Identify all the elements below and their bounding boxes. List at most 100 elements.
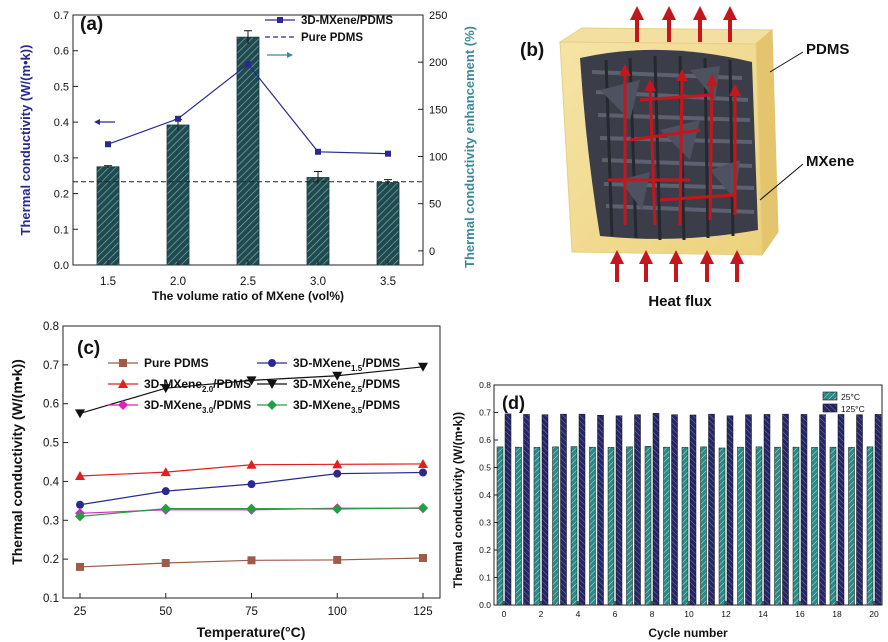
panel-a-y-tick-label: 0.2 xyxy=(54,189,69,201)
panel-c-legend-label-subscript: 2.0 xyxy=(202,385,214,394)
panel-c-data-point xyxy=(76,562,84,571)
panel-d-bar-125c xyxy=(800,414,808,606)
mxene-callout-line xyxy=(759,163,804,201)
panel-c-legend-marker xyxy=(267,380,277,389)
panel-d-bar-125c xyxy=(578,413,586,606)
panel-d-bar-125c xyxy=(523,414,530,606)
panel-d-y-tick-label: 0.2 xyxy=(479,545,491,555)
panel-c-y-tick-label: 0.7 xyxy=(43,360,59,372)
panel-d-x-axis-title: Cycle number xyxy=(648,626,728,640)
panel-a-enhancement-point xyxy=(105,141,111,148)
panel-c-legend-label-subscript: 3.5 xyxy=(351,406,363,415)
panel-d-legend-swatch-2 xyxy=(822,403,838,413)
panel-c-data-point xyxy=(418,362,428,372)
panel-c-legend-label: Pure PDMS xyxy=(144,356,209,370)
panel-c-legend-label-suffix: /PDMS xyxy=(213,377,251,391)
panel-d-x-tick-label: 18 xyxy=(832,609,842,619)
panel-a-legend-label-1: 3D-MXene/PDMS xyxy=(301,15,393,27)
panel-a-x-tick-label: 3.0 xyxy=(310,276,326,288)
panel-d-y-tick-label: 0.6 xyxy=(479,435,491,445)
panel-a-y-tick-label: 0.1 xyxy=(54,224,69,236)
panel-d-y-tick-label: 0.0 xyxy=(479,600,491,610)
panel-d-x-tick-label: 14 xyxy=(758,609,768,619)
panel-c-data-point xyxy=(332,371,343,381)
panel-d-x-tick-label: 0 xyxy=(502,609,507,619)
panel-d-bar-125c xyxy=(874,414,882,606)
panel-d-y-tick-label: 0.4 xyxy=(479,490,491,500)
pdms-callout-line xyxy=(769,51,804,73)
panel-d-x-tick-label: 16 xyxy=(795,609,805,619)
panel-c-legend-label-text: 3D-MXene xyxy=(144,398,202,412)
panel-c-data-point xyxy=(75,470,85,480)
panel-c-data-point xyxy=(160,503,171,514)
panel-a-x-tick-label: 3.5 xyxy=(380,276,396,288)
panel-d-bar-125c xyxy=(819,414,826,606)
panel-d-x-tick-label: 2 xyxy=(539,609,544,619)
panel-d-x-tick-label: 20 xyxy=(869,609,879,619)
heat-flux-out-arrows xyxy=(630,6,737,42)
panel-a-x-tick-label: 2.5 xyxy=(240,276,256,288)
panel-d-bar-25c xyxy=(866,446,874,606)
panel-d-bar-25c xyxy=(644,446,652,606)
panel-d-bar-25c xyxy=(533,447,541,606)
panel-c-x-tick-label: 25 xyxy=(74,606,87,618)
panel-a: (a) 0.0 0.1 0.2 0.3 0.4 0.5 0.6 0.7 0 50 100 150 200… xyxy=(18,10,477,303)
panel-a-bar xyxy=(236,36,260,266)
panel-a-legend-marker xyxy=(277,17,283,23)
panel-d-x-tick-label: 4 xyxy=(576,609,581,619)
panel-d-bar-25c xyxy=(848,447,855,606)
panel-d-legend-swatch-1 xyxy=(822,391,838,401)
panel-c-data-point xyxy=(418,502,428,513)
panel-a-label: (a) xyxy=(80,14,103,35)
panel-d-x-tick-label: 10 xyxy=(684,609,694,619)
panel-c-data-point xyxy=(160,384,171,394)
heat-flux-in-arrows xyxy=(610,250,744,282)
panel-c-x-tick-label: 125 xyxy=(413,606,432,618)
panel-d-bar-25c xyxy=(700,446,707,606)
panel-a-enhancement-point xyxy=(245,61,251,68)
panel-d-bar-25c xyxy=(607,447,615,606)
panel-d-bar-25c xyxy=(552,446,559,606)
panel-c: (c) 0.1 0.2 0.3 0.4 0.5 0.6 0.7 0.8 25 50 75 100 125… xyxy=(9,321,441,640)
panel-c-y-tick-label: 0.4 xyxy=(43,476,60,488)
panel-a-y-axis-title: Thermal conductivity (W/(m•k)) xyxy=(18,45,33,236)
panel-c-x-axis-title: Temperature(°C) xyxy=(197,624,306,640)
panel-c-data-point xyxy=(419,468,427,477)
panel-c-legend-marker xyxy=(268,359,276,367)
panel-c-y-tick-label: 0.3 xyxy=(43,515,59,527)
panel-d-bar-125c xyxy=(745,414,752,606)
panel-c-data-point xyxy=(332,459,343,469)
panel-d-bar-25c xyxy=(718,447,726,606)
panel-c-legend-label-subscript: 2.5 xyxy=(351,385,363,394)
panel-d-bar-25c xyxy=(829,446,837,606)
panel-c-data-point xyxy=(247,556,256,565)
panel-c-data-point xyxy=(333,555,342,564)
panel-d-bar-125c xyxy=(671,414,678,606)
panel-d-bar-125c xyxy=(652,413,660,606)
mxene-scaffold xyxy=(580,49,758,241)
panel-d-x-tick-label: 12 xyxy=(721,609,731,619)
panel-d-bar-25c xyxy=(570,446,578,606)
panel-d-bar-125c xyxy=(541,414,549,606)
panel-a-x-tick-label: 1.5 xyxy=(100,276,116,288)
panel-d-bar-125c xyxy=(856,414,863,606)
panel-a-y-tick-label: 0.3 xyxy=(54,153,69,165)
panel-c-legend-label: 3D-MXene3.5/PDMS xyxy=(293,398,400,415)
panel-c-legend-marker xyxy=(118,379,128,388)
panel-d-legend-label-2: 125°C xyxy=(841,404,865,414)
panel-c-legend-marker xyxy=(119,359,127,367)
panel-c-y-tick-label: 0.8 xyxy=(43,321,59,333)
panel-c-legend-label-text: 3D-MXene xyxy=(293,398,351,412)
panel-c-legend-label-suffix: /PDMS xyxy=(362,377,400,391)
panel-a-y-tick-label: 0.7 xyxy=(54,10,69,22)
panel-d: (d) 0.0 0.1 0.2 0.3 0.4 0.5 0.6 0.7 0.8 0 2 4 6 8 10 12… xyxy=(451,380,883,640)
panel-c-data-point xyxy=(161,487,170,496)
panel-d-bar-25c xyxy=(774,446,781,606)
panel-d-y-tick-label: 0.7 xyxy=(479,408,491,418)
panel-d-bar-25c xyxy=(755,446,763,606)
panel-d-bar-125c xyxy=(763,414,771,606)
panel-d-bar-25c xyxy=(515,446,522,606)
panel-d-legend: 25°C 125°C xyxy=(822,391,865,414)
mxene-label: MXene xyxy=(806,153,854,170)
panel-d-bar-125c xyxy=(689,414,697,606)
